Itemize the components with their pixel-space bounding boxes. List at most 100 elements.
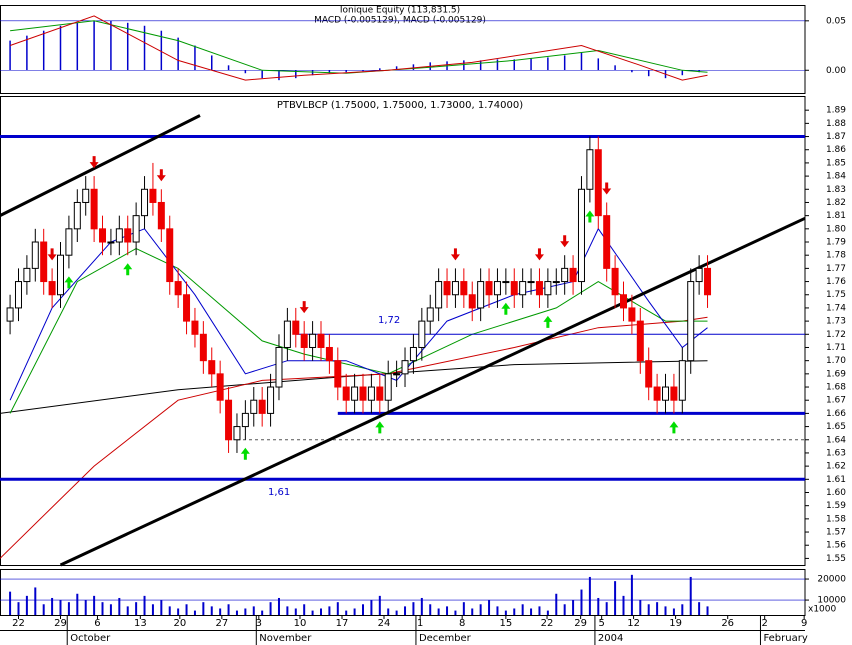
- month-label: February: [763, 633, 807, 644]
- candle-body: [317, 333, 325, 348]
- candle-body: [250, 399, 258, 414]
- x-tick-label: 22: [541, 618, 554, 629]
- candle-body: [678, 360, 686, 401]
- candle-body: [435, 281, 443, 309]
- candle-body: [477, 281, 485, 309]
- y-tick-label: 1.75: [826, 290, 846, 300]
- candle-body: [14, 281, 22, 309]
- candle-body: [695, 267, 703, 283]
- candle-body: [527, 281, 535, 284]
- y-tick-label: 1.88: [826, 119, 846, 129]
- candle-body: [149, 188, 157, 203]
- candle-body: [65, 228, 73, 256]
- candle-body: [670, 386, 678, 401]
- candle-body: [653, 386, 661, 401]
- x-tick-label: 12: [627, 618, 640, 629]
- y-tick-label: 1.80: [826, 224, 846, 234]
- y-tick-label: 1.60: [826, 488, 846, 498]
- candle-body: [334, 360, 342, 388]
- candle-body: [90, 188, 98, 230]
- candle-body: [132, 215, 140, 243]
- y-tick-label: 1.62: [826, 462, 846, 472]
- buy-arrow: [669, 421, 679, 434]
- y-tick-label: 0.00: [826, 66, 846, 76]
- price-title: PTBVLBCP (1.75000, 1.75000, 1.73000, 1.7…: [277, 100, 523, 111]
- y-tick-label: 1.63: [826, 448, 846, 458]
- candle-body: [174, 281, 182, 296]
- y-tick-label: 1.61: [826, 475, 846, 485]
- x-tick-label: 24: [378, 618, 391, 629]
- candle-body: [292, 320, 300, 335]
- y-tick-label: 1.72: [826, 330, 846, 340]
- candle-body: [40, 241, 48, 283]
- candle-body: [275, 346, 283, 388]
- y-tick-label: 1.81: [826, 211, 846, 221]
- candle-body: [493, 281, 501, 296]
- candle-body: [157, 201, 165, 230]
- candle-body: [535, 281, 543, 296]
- candle-body: [418, 320, 426, 348]
- candle-body: [233, 426, 241, 441]
- y-tick-label: 20000: [817, 575, 846, 585]
- sell-arrow: [534, 248, 544, 261]
- y-tick-label: 1.58: [826, 514, 846, 524]
- candle-body: [166, 228, 174, 283]
- candle-body: [619, 294, 627, 309]
- indicator-line: [0, 114, 201, 217]
- y-tick-label: 1.84: [826, 172, 846, 182]
- candle-body: [191, 320, 199, 335]
- candle-body: [309, 333, 317, 348]
- candle-body: [628, 307, 636, 322]
- y-tick-label: 1.68: [826, 383, 846, 393]
- y-tick-label: 1.66: [826, 409, 846, 419]
- buy-arrow: [64, 276, 74, 289]
- macd-subtitle: MACD (-0.005129), MACD (-0.005129): [314, 16, 486, 26]
- candle-body: [124, 228, 132, 243]
- candle-body: [687, 281, 695, 362]
- candle-body: [401, 360, 409, 375]
- candle-body: [569, 267, 577, 283]
- candle-body: [577, 188, 585, 283]
- candle-body: [258, 399, 266, 414]
- candle-body: [662, 386, 670, 401]
- candle-body: [611, 267, 619, 296]
- y-tick-label: 1.70: [826, 356, 846, 366]
- indicator-line: [59, 216, 806, 567]
- x-tick-label: 20: [173, 618, 186, 629]
- buy-arrow: [123, 263, 133, 276]
- candle-body: [384, 373, 392, 401]
- x-tick-label: 27: [215, 618, 228, 629]
- y-tick-label: 1.69: [826, 369, 846, 379]
- candle-body: [107, 241, 115, 244]
- candle-body: [586, 149, 594, 190]
- candle-body: [183, 294, 191, 322]
- candle-body: [31, 241, 39, 269]
- candle-body: [225, 399, 233, 441]
- x-tick-label: 5: [598, 618, 604, 629]
- y-tick-label: 1.83: [826, 185, 846, 195]
- y-tick-label: 0.05: [826, 16, 846, 26]
- y-tick-label: 1.86: [826, 145, 846, 155]
- candle-body: [502, 281, 510, 284]
- buy-arrow: [375, 421, 385, 434]
- y-tick-label: 1.64: [826, 435, 846, 445]
- x-tick-label: 6: [94, 618, 100, 629]
- candle-body: [199, 333, 207, 362]
- indicator-line: [9, 248, 708, 414]
- macd-title: Ionique Equity (113,831.5): [340, 6, 460, 16]
- y-tick-label: 1.56: [826, 541, 846, 551]
- month-label: October: [70, 633, 111, 644]
- y-tick-label: 1.87: [826, 132, 846, 142]
- candle-body: [561, 267, 569, 283]
- sell-arrow: [560, 235, 570, 248]
- sell-arrow: [47, 248, 57, 261]
- volume-unit: x1000: [808, 605, 837, 615]
- y-tick-label: 1.57: [826, 528, 846, 538]
- x-tick-label: 29: [54, 618, 67, 629]
- macd-frame: [0, 5, 806, 94]
- buy-arrow: [585, 210, 595, 223]
- y-tick-label: 1.76: [826, 277, 846, 287]
- x-tick-label: 19: [669, 618, 682, 629]
